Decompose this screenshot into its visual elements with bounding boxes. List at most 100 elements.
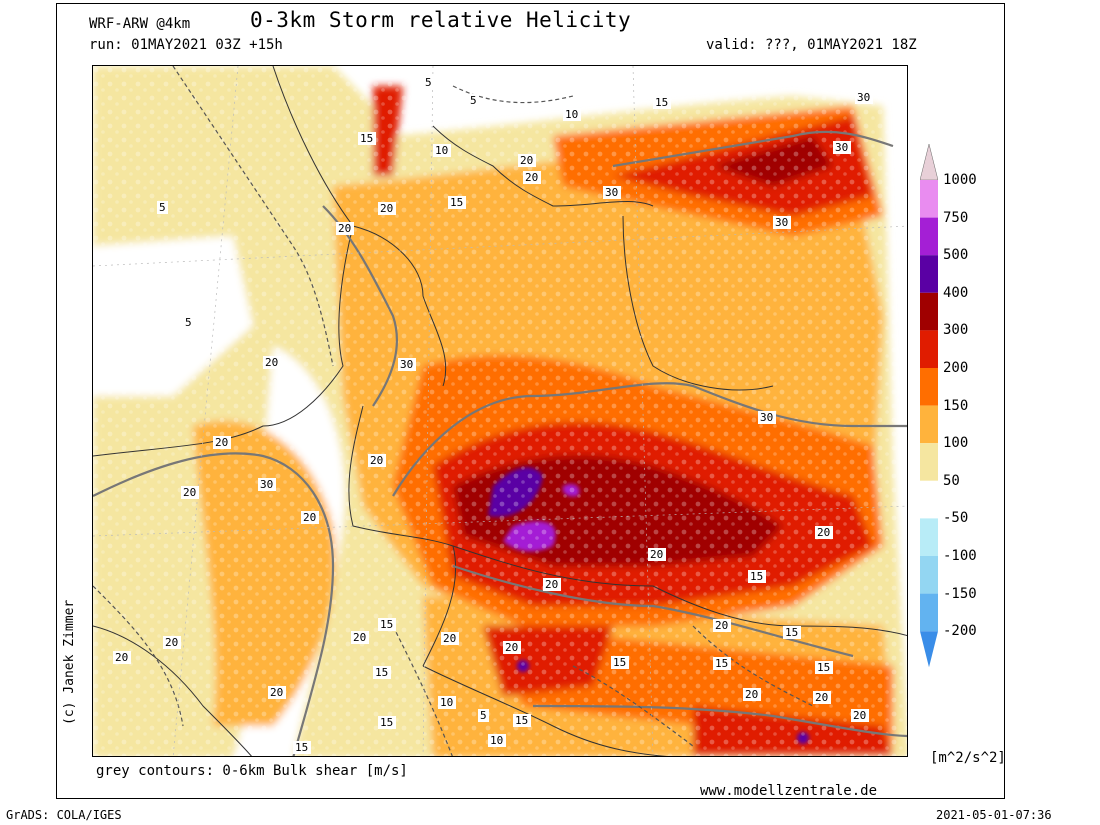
contour-label: 20 [817,526,830,539]
contour-label-box [543,578,561,591]
contour-label: 15 [375,666,388,679]
contour-label: 5 [159,201,166,214]
contour-label-box [423,76,434,89]
contour-label-box [113,651,131,664]
legend-colorbar [920,144,938,668]
borders [93,66,907,756]
legend-swatch [920,180,938,218]
contour-label-box [713,619,731,632]
contour-label: 5 [470,94,477,107]
contour-label-box [603,186,621,199]
contour-label: 20 [380,202,393,215]
legend-tick-label: -50 [943,510,969,527]
legend-tick-label: 400 [943,284,969,301]
contour-label-box [441,632,459,645]
contour-label-box [358,132,376,145]
contour-label: 10 [490,734,503,747]
contour-label-box [653,96,671,109]
contour-label: 20 [338,222,351,235]
contour-label-box [773,216,791,229]
contour-label: 20 [443,632,456,645]
render-timestamp: 2021-05-01-07:36 [936,808,1052,822]
contour-label-box [213,436,231,449]
contour-label-box [815,526,833,539]
contour-label: 15 [360,132,373,145]
author-credit: (c) Janek Zimmer [62,599,77,725]
website-link[interactable]: www.modellzentrale.de [700,783,878,799]
contour-label-box [813,691,831,704]
contour-label-box [851,709,869,722]
contour-label: 20 [215,436,228,449]
contour-label-box [293,741,311,754]
legend-bottom-arrow [920,631,938,668]
contour-label-box [351,631,369,644]
contour-label-box [378,618,396,631]
contour-label: 20 [265,356,278,369]
legend-swatch [920,593,938,632]
contour-label: 20 [303,511,316,524]
contour-label: 20 [165,636,178,649]
legend-tick-label: 50 [943,472,960,489]
contour-label-box [713,657,731,670]
contour-label: 10 [565,108,578,121]
contour-label-box [783,626,801,639]
graticule [93,66,907,756]
contour-label: 20 [815,691,828,704]
contour-label-box [513,714,531,727]
legend-tick-label: 300 [943,322,969,339]
contour-label: 20 [745,688,758,701]
legend-tick-label: 100 [943,435,969,452]
valid-time: valid: ???, 01MAY2021 18Z [706,37,917,53]
legend-swatch [920,405,938,444]
contour-label-box [378,716,396,729]
contour-label-box [648,548,666,561]
contour-label: 15 [785,626,798,639]
contour-label-box [438,696,456,709]
contour-label: 30 [857,91,870,104]
contour-label-box [611,656,629,669]
contour-label-box [758,411,776,424]
legend-swatch [920,330,938,368]
contour-label: 30 [605,186,618,199]
contour-label: 20 [115,651,128,664]
software-credit: GrADS: COLA/IGES [6,808,122,822]
contour-label-box [503,641,521,654]
contour-label-box [478,709,489,722]
contour-label: 20 [353,631,366,644]
contour-label-box [518,154,536,167]
contour-label: 15 [295,741,308,754]
contour-label-box [258,478,276,491]
contour-label-box [488,734,506,747]
contour-label-box [157,201,168,214]
contour-label: 30 [775,216,788,229]
legend-swatch [920,443,938,481]
contour-label: 30 [760,411,773,424]
legend-units: [m^2/s^2] [930,750,1006,766]
contour-label-box [833,141,851,154]
contour-label: 20 [520,154,533,167]
contour-label: 15 [515,714,528,727]
contour-label-box [378,202,396,215]
contour-label-box [181,486,199,499]
contour-label: 20 [715,619,728,632]
contour-label: 20 [650,548,663,561]
contour-label-box [748,570,766,583]
contour-label-box [336,222,354,235]
contour-label-box [563,108,581,121]
contour-label: 20 [853,709,866,722]
contour-label: 15 [613,656,626,669]
legend-tick-label: -100 [943,548,977,564]
contour-label-box [263,356,281,369]
helicity-map: 5 5 10 15 20 15 10 20 20 15 5 30 30 20 30 5 20 30 20 20 30 20… [92,65,908,757]
contour-label: 20 [270,686,283,699]
contour-label-box [523,171,541,184]
contour-label-box [815,661,833,674]
contour-label: 20 [545,578,558,591]
contour-label: 30 [260,478,273,491]
contour-label-box [373,666,391,679]
contour-label: 30 [835,141,848,154]
contour-label-box [368,454,386,467]
contour-label-box [743,688,761,701]
